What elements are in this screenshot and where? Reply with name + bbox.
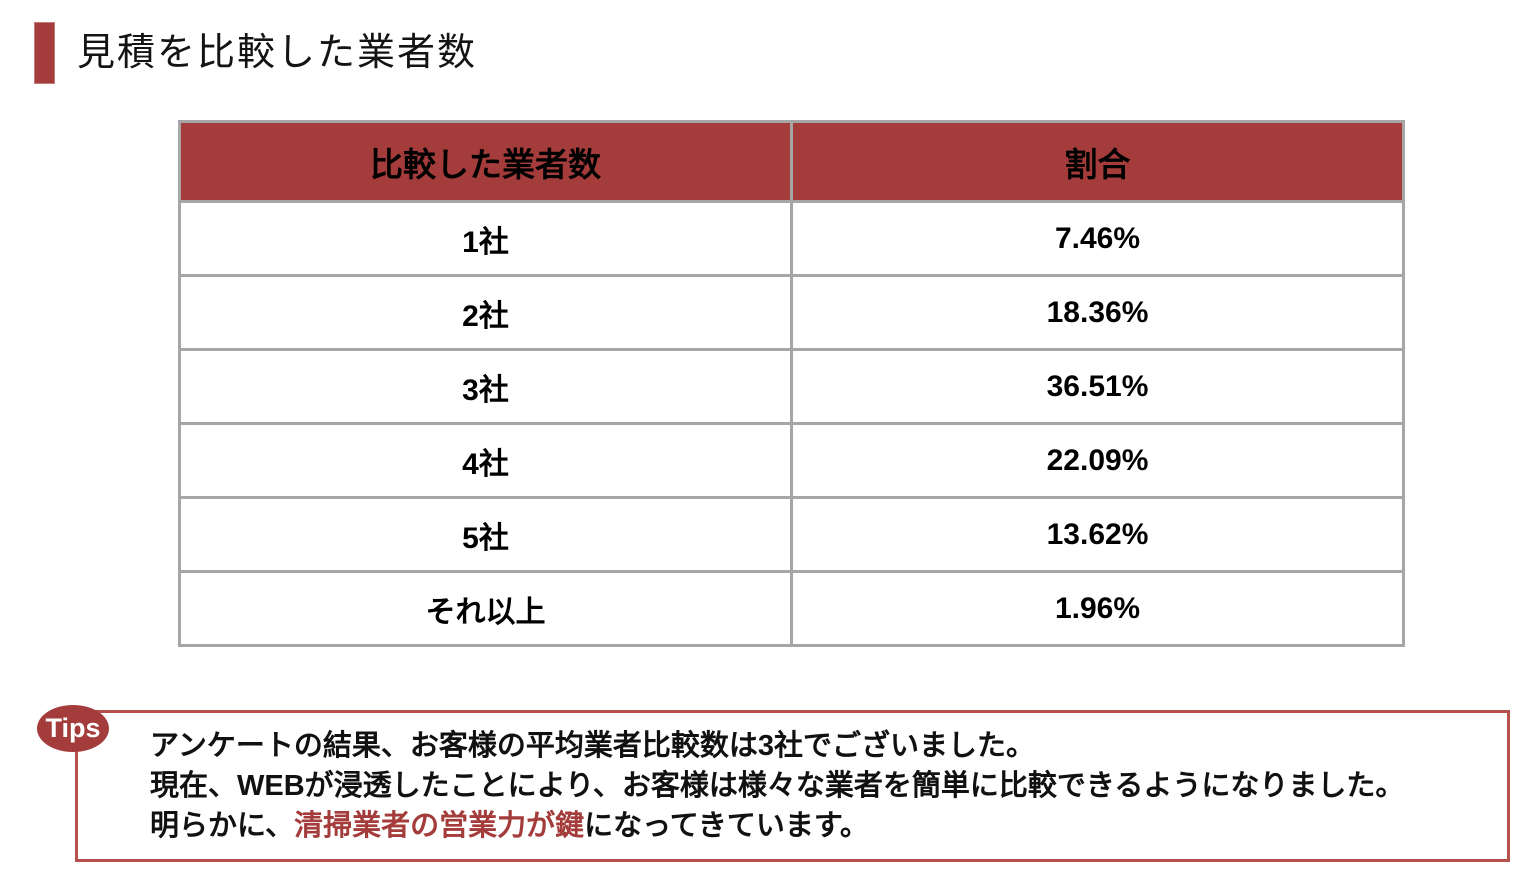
table-row: 3社 36.51% [178, 348, 1405, 425]
tips-line-3: 明らかに、清掃業者の営業力が鍵になってきています。 [150, 806, 1480, 846]
tips-line-3-before: 明らかに、 [150, 810, 295, 842]
table-row: 5社 13.62% [178, 496, 1405, 573]
header-company-count: 比較した業者数 [178, 120, 793, 203]
table-body: 1社 7.46% 2社 18.36% 3社 36.51% 4社 22.09% 5… [178, 200, 1405, 647]
comparison-table: 比較した業者数 割合 1社 7.46% 2社 18.36% 3社 36.51% … [178, 120, 1405, 647]
table-row: 1社 7.46% [178, 200, 1405, 277]
percentage-cell: 36.51% [790, 348, 1405, 425]
tips-line-1: アンケートの結果、お客様の平均業者比較数は3社でございました。 [150, 730, 1035, 762]
company-count-cell: 5社 [178, 496, 793, 573]
tips-box [75, 710, 1510, 862]
tips-line-3-after: になってきています。 [584, 810, 869, 842]
tips-badge-label: Tips [45, 713, 101, 743]
header-percentage: 割合 [790, 120, 1405, 203]
table-row: それ以上 1.96% [178, 570, 1405, 647]
tips-line-2: 現在、WEBが浸透したことにより、お客様は様々な業者を簡単に比較できるようになり… [150, 770, 1405, 802]
company-count-cell: 3社 [178, 348, 793, 425]
percentage-cell: 22.09% [790, 422, 1405, 499]
percentage-cell: 18.36% [790, 274, 1405, 351]
company-count-cell: 4社 [178, 422, 793, 499]
company-count-cell: 2社 [178, 274, 793, 351]
percentage-cell: 7.46% [790, 200, 1405, 277]
table-row: 2社 18.36% [178, 274, 1405, 351]
title-accent-bar [34, 22, 55, 84]
company-count-cell: 1社 [178, 200, 793, 277]
company-count-cell: それ以上 [178, 570, 793, 647]
tips-line-3-highlight: 清掃業者の営業力が鍵 [294, 810, 585, 842]
tips-badge: Tips [37, 705, 109, 752]
table-header: 比較した業者数 割合 [178, 120, 1405, 203]
title-section: 見積を比較した業者数 [34, 22, 477, 84]
table-header-row: 比較した業者数 割合 [178, 120, 1405, 203]
percentage-cell: 13.62% [790, 496, 1405, 573]
tips-text: アンケートの結果、お客様の平均業者比較数は3社でございました。 現在、WEBが浸… [150, 726, 1480, 846]
table-row: 4社 22.09% [178, 422, 1405, 499]
page-title: 見積を比較した業者数 [77, 32, 478, 74]
percentage-cell: 1.96% [790, 570, 1405, 647]
